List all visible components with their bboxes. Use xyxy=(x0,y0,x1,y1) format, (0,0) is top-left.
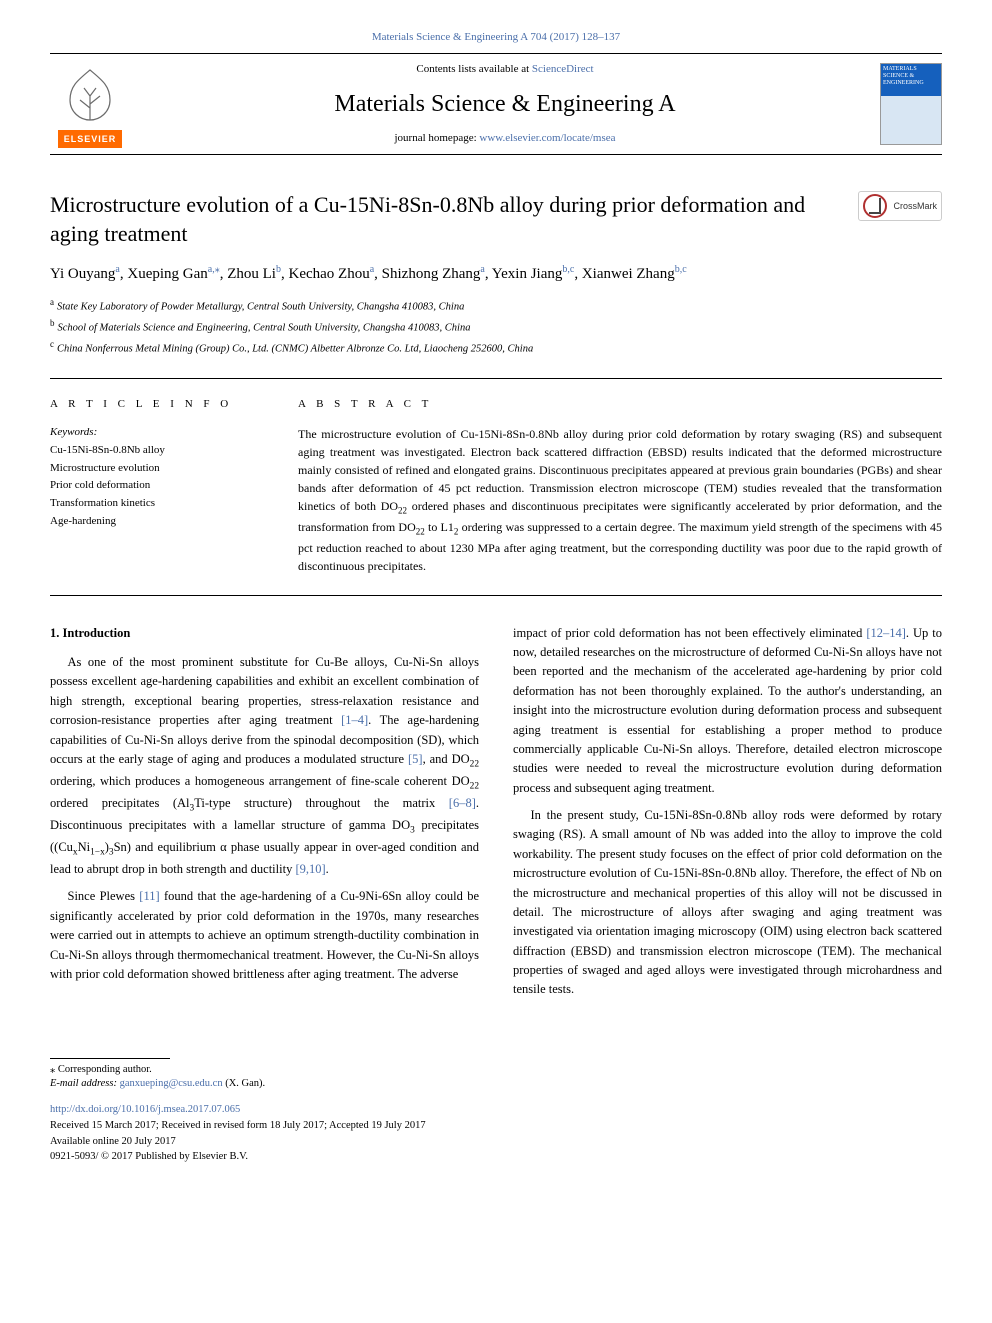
cover-top: MATERIALS SCIENCE & ENGINEERING xyxy=(881,64,941,96)
journal-cover-thumbnail: MATERIALS SCIENCE & ENGINEERING xyxy=(880,63,942,145)
available-line: Available online 20 July 2017 xyxy=(50,1134,942,1150)
email-label: E-mail address: xyxy=(50,1078,120,1089)
divider xyxy=(50,378,942,379)
body-columns: 1. Introduction As one of the most promi… xyxy=(50,624,942,1008)
history-line: Received 15 March 2017; Received in revi… xyxy=(50,1118,942,1134)
affiliation: cChina Nonferrous Metal Mining (Group) C… xyxy=(50,337,942,358)
keyword: Transformation kinetics xyxy=(50,495,260,513)
left-column: 1. Introduction As one of the most promi… xyxy=(50,624,479,1008)
footnote-divider xyxy=(50,1058,170,1059)
crossmark-badge[interactable]: CrossMark xyxy=(858,191,942,221)
email-line: E-mail address: ganxueping@csu.edu.cn (X… xyxy=(50,1077,942,1092)
doi-link[interactable]: http://dx.doi.org/10.1016/j.msea.2017.07… xyxy=(50,1104,240,1115)
email-suffix: (X. Gan). xyxy=(223,1078,266,1089)
keyword: Cu-15Ni-8Sn-0.8Nb alloy xyxy=(50,442,260,460)
copyright-line: 0921-5093/ © 2017 Published by Elsevier … xyxy=(50,1149,942,1165)
homepage-link[interactable]: www.elsevier.com/locate/msea xyxy=(479,132,615,144)
homepage-line: journal homepage: www.elsevier.com/locat… xyxy=(130,131,880,146)
article-info-col: A R T I C L E I N F O Keywords: Cu-15Ni-… xyxy=(50,397,260,574)
homepage-prefix: journal homepage: xyxy=(394,132,479,144)
authors: Yi Ouyanga, Xueping Gana,⁎, Zhou Lib, Ke… xyxy=(50,263,942,285)
elsevier-tree-icon xyxy=(60,66,120,126)
footnotes: ⁎ Corresponding author. E-mail address: … xyxy=(50,1058,942,1092)
elsevier-logo: ELSEVIER xyxy=(50,60,130,148)
sciencedirect-link[interactable]: ScienceDirect xyxy=(532,63,594,75)
crossmark-icon xyxy=(863,194,887,218)
crossmark-label: CrossMark xyxy=(893,200,937,213)
paragraph: As one of the most prominent substitute … xyxy=(50,653,479,879)
abstract-text: The microstructure evolution of Cu-15Ni-… xyxy=(298,425,942,575)
header-center: Contents lists available at ScienceDirec… xyxy=(130,62,880,146)
page: Materials Science & Engineering A 704 (2… xyxy=(0,0,992,1205)
doi-block: http://dx.doi.org/10.1016/j.msea.2017.07… xyxy=(50,1102,942,1165)
contents-prefix: Contents lists available at xyxy=(416,63,531,75)
article-title: Microstructure evolution of a Cu-15Ni-8S… xyxy=(50,191,810,248)
keyword: Age-hardening xyxy=(50,513,260,531)
running-head-link[interactable]: Materials Science & Engineering A 704 (2… xyxy=(372,31,620,43)
abstract-col: A B S T R A C T The microstructure evolu… xyxy=(298,397,942,574)
journal-title: Materials Science & Engineering A xyxy=(130,88,880,122)
right-column: impact of prior cold deformation has not… xyxy=(513,624,942,1008)
keyword: Prior cold deformation xyxy=(50,477,260,495)
cover-bottom xyxy=(881,96,941,144)
section-heading: 1. Introduction xyxy=(50,624,479,643)
keywords-label: Keywords: xyxy=(50,425,260,440)
elsevier-wordmark: ELSEVIER xyxy=(58,130,123,149)
affiliation: bSchool of Materials Science and Enginee… xyxy=(50,316,942,337)
affiliation: aState Key Laboratory of Powder Metallur… xyxy=(50,295,942,316)
divider xyxy=(50,595,942,596)
keyword: Microstructure evolution xyxy=(50,460,260,478)
paragraph: impact of prior cold deformation has not… xyxy=(513,624,942,798)
article-info-heading: A R T I C L E I N F O xyxy=(50,397,260,412)
info-abstract-row: A R T I C L E I N F O Keywords: Cu-15Ni-… xyxy=(50,397,942,574)
journal-header: ELSEVIER Contents lists available at Sci… xyxy=(50,53,942,155)
abstract-heading: A B S T R A C T xyxy=(298,397,942,412)
email-link[interactable]: ganxueping@csu.edu.cn xyxy=(120,1078,223,1089)
keywords-list: Cu-15Ni-8Sn-0.8Nb alloy Microstructure e… xyxy=(50,442,260,530)
paragraph: Since Plewes [11] found that the age-har… xyxy=(50,887,479,984)
contents-line: Contents lists available at ScienceDirec… xyxy=(130,62,880,77)
affiliations: aState Key Laboratory of Powder Metallur… xyxy=(50,295,942,359)
running-head: Materials Science & Engineering A 704 (2… xyxy=(50,30,942,45)
paragraph: In the present study, Cu-15Ni-8Sn-0.8Nb … xyxy=(513,806,942,1000)
corresponding-author: ⁎ Corresponding author. xyxy=(50,1063,942,1078)
title-block: Microstructure evolution of a Cu-15Ni-8S… xyxy=(50,191,942,248)
